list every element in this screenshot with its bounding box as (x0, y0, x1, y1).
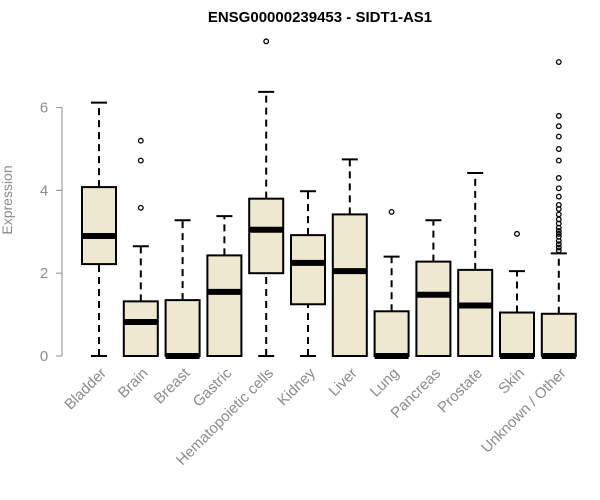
outlier-point (263, 38, 270, 45)
iqr-box (540, 312, 577, 358)
iqr-box (248, 197, 285, 275)
iqr-box (373, 310, 410, 357)
outlier-point (514, 230, 520, 237)
iqr-box (81, 186, 117, 266)
outlier-point (388, 208, 395, 215)
box-pancreas (415, 219, 452, 357)
outlier-point (555, 247, 562, 254)
box-prostate (457, 172, 494, 357)
x-tick-label: Kidney (274, 364, 319, 409)
box-liver (331, 158, 368, 357)
y-tick-label: 4 (40, 182, 48, 199)
chart-title: ENSG00000239453 - SIDT1-AS1 (208, 9, 432, 26)
box-brain (122, 137, 159, 357)
y-tick-label: 6 (40, 100, 48, 117)
y-tick-label: 2 (40, 265, 48, 282)
x-tick-label: Brain (115, 365, 152, 402)
y-tick-label: 0 (40, 348, 48, 365)
iqr-box (499, 311, 535, 357)
box-kidney (290, 190, 326, 357)
iqr-box (415, 260, 452, 357)
outlier-point (555, 233, 562, 240)
box-breast (164, 219, 201, 359)
outlier-point (555, 228, 562, 234)
outlier-point (555, 244, 562, 251)
boxes (81, 38, 577, 359)
iqr-box (122, 300, 159, 357)
x-tick-label: Breast (151, 364, 194, 407)
x-tick-label: Lung (367, 365, 403, 401)
box-skin (499, 230, 535, 359)
outlier-point (137, 157, 144, 164)
outlier-point (555, 59, 562, 66)
box-gastric (206, 215, 243, 357)
outlier-point (555, 112, 562, 119)
outlier-point (137, 204, 144, 211)
iqr-box (290, 234, 326, 306)
outlier-point (555, 175, 562, 181)
x-tick-label: Prostate (434, 365, 486, 417)
y-axis: 0 2 4 6 (40, 100, 63, 365)
box-hematopoietic-cells (248, 38, 285, 357)
iqr-box (164, 299, 201, 357)
outlier-point (555, 230, 562, 237)
y-axis-title: Expression (0, 165, 15, 234)
iqr-box (457, 268, 494, 357)
outlier-point (555, 123, 562, 130)
box-lung (373, 208, 410, 359)
outlier-point (555, 146, 562, 152)
outlier-point (555, 241, 562, 248)
outlier-point (555, 201, 562, 208)
outlier-point (137, 137, 144, 144)
outlier-point (555, 185, 562, 192)
iqr-box (331, 213, 368, 357)
outlier-point (555, 211, 562, 218)
iqr-box (206, 254, 243, 357)
box-unknown-other (540, 59, 577, 359)
x-tick-label: Skin (495, 365, 528, 398)
box-bladder (81, 101, 117, 357)
outlier-point (555, 193, 562, 200)
outlier-point (555, 157, 562, 164)
x-tick-label: Liver (326, 365, 361, 400)
outlier-point (555, 133, 562, 140)
x-tick-label: Bladder (61, 365, 110, 414)
